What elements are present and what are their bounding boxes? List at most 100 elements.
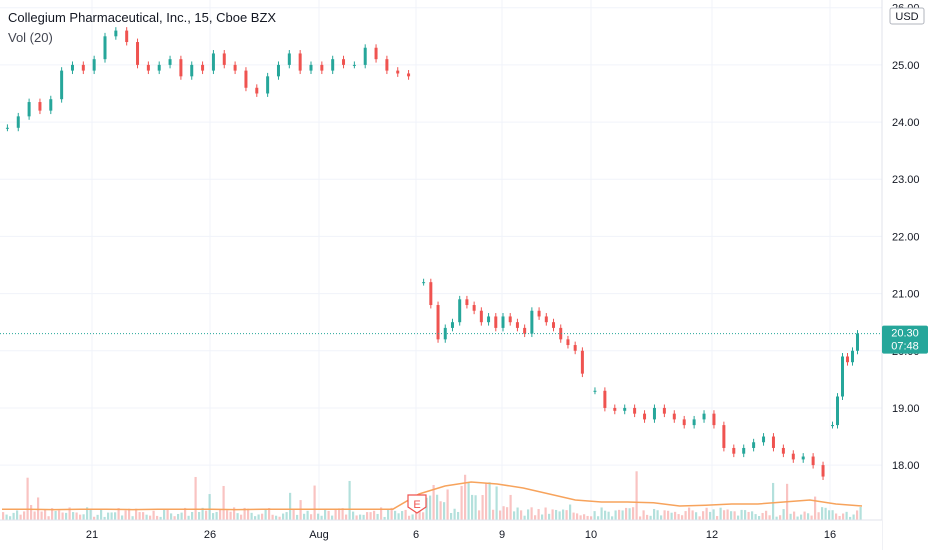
volume-bar <box>338 508 341 520</box>
candle-body <box>266 76 270 94</box>
volume-bar <box>810 515 813 520</box>
candle-body <box>623 407 627 411</box>
volume-bar <box>471 494 474 520</box>
volume-bar <box>495 486 498 520</box>
volume-bar <box>240 514 243 520</box>
volume-bar <box>107 512 110 520</box>
volume-bar <box>296 514 299 520</box>
volume-bar <box>751 511 754 520</box>
volume-bar <box>621 510 624 520</box>
candle-body <box>114 30 118 37</box>
earnings-marker[interactable]: E <box>407 494 427 514</box>
volume-bar <box>100 509 103 520</box>
volume-bar <box>835 513 838 520</box>
volume-bar <box>345 514 348 520</box>
volume-bar <box>51 508 54 520</box>
candle-body <box>613 407 617 411</box>
volume-bar <box>747 511 750 520</box>
volume-bar <box>159 516 162 520</box>
x-tick-label: 10 <box>585 529 597 541</box>
x-tick-label: 26 <box>204 529 216 541</box>
volume-bar <box>163 509 166 520</box>
volume-legend[interactable]: Vol (20) <box>8 30 53 45</box>
volume-bar <box>614 510 617 520</box>
volume-bar <box>611 516 614 520</box>
candle-body <box>682 419 686 426</box>
volume-bar <box>698 516 701 520</box>
volume-bar <box>432 485 435 520</box>
candle-body <box>157 64 161 71</box>
candle-body <box>573 345 577 351</box>
y-tick-label: 25.00 <box>892 60 920 72</box>
volume-bar <box>506 507 509 520</box>
symbol-title[interactable]: Collegium Pharmaceutical, Inc., 15, Cboe… <box>8 10 277 25</box>
candle-body <box>81 64 85 71</box>
candle-body <box>255 87 259 94</box>
volume-bar <box>191 512 194 520</box>
candle-body <box>320 64 324 71</box>
volume-bar <box>411 514 414 520</box>
volume-bar <box>254 516 257 520</box>
volume-bar <box>394 510 397 520</box>
candle-body <box>722 425 726 448</box>
volume-bar <box>173 516 176 520</box>
time-axis[interactable]: 21 26 Aug 6 9 10 12 16 <box>86 529 836 541</box>
volume-bar <box>289 492 292 520</box>
candle-body <box>712 413 716 426</box>
y-tick-label: 18.00 <box>892 460 920 472</box>
volume-bar <box>481 495 484 520</box>
candle-body <box>831 425 834 427</box>
volume-bar <box>768 515 771 520</box>
volume-bar <box>117 508 120 520</box>
volume-bar <box>488 482 491 520</box>
volume-bar <box>733 511 736 520</box>
volume-bar <box>544 507 547 520</box>
volume-bar <box>96 514 99 520</box>
volume-bar <box>23 511 26 520</box>
volume-bar <box>2 512 5 520</box>
volume-bar <box>198 512 201 520</box>
volume-bar <box>145 514 148 520</box>
candle-body <box>168 59 172 65</box>
candle-body <box>791 453 795 460</box>
volume-bar <box>845 511 848 520</box>
volume-bar <box>642 510 645 520</box>
volume-bar <box>373 510 376 520</box>
volume-bar <box>124 510 127 520</box>
volume-bar <box>243 507 246 520</box>
volume-bar <box>348 480 351 520</box>
candle-body <box>309 64 313 71</box>
volume-bar <box>530 507 533 520</box>
volume-bar <box>128 508 131 520</box>
volume-bar <box>520 510 523 520</box>
volume-bar <box>103 516 106 520</box>
volume-bar <box>821 507 824 520</box>
candle-body <box>146 64 150 71</box>
volume-bar <box>170 513 173 520</box>
volume-bar <box>775 516 778 520</box>
volume-bar <box>541 514 544 520</box>
candle-body <box>633 407 637 414</box>
candle-body <box>523 327 527 334</box>
volume-bar <box>625 507 628 520</box>
candle-body <box>179 59 183 77</box>
candle-body <box>244 70 248 88</box>
volume-bar <box>320 515 323 520</box>
volume-bar <box>597 516 600 520</box>
candle-body <box>752 442 756 448</box>
volume-bar <box>271 514 274 520</box>
volume-bar <box>579 515 582 520</box>
volume-bar <box>306 510 309 520</box>
volume-bar <box>180 512 183 520</box>
volume-bar <box>201 507 204 520</box>
x-tick-label: Aug <box>309 529 329 541</box>
y-tick-label: 19.00 <box>892 403 920 415</box>
volume-bar <box>765 510 768 520</box>
currency-badge[interactable]: USD <box>889 7 925 25</box>
chart-grid <box>0 0 882 520</box>
volume-bar <box>149 515 152 520</box>
volume-bar <box>264 509 267 520</box>
candle-body <box>136 42 140 65</box>
volume-bar <box>478 510 481 520</box>
